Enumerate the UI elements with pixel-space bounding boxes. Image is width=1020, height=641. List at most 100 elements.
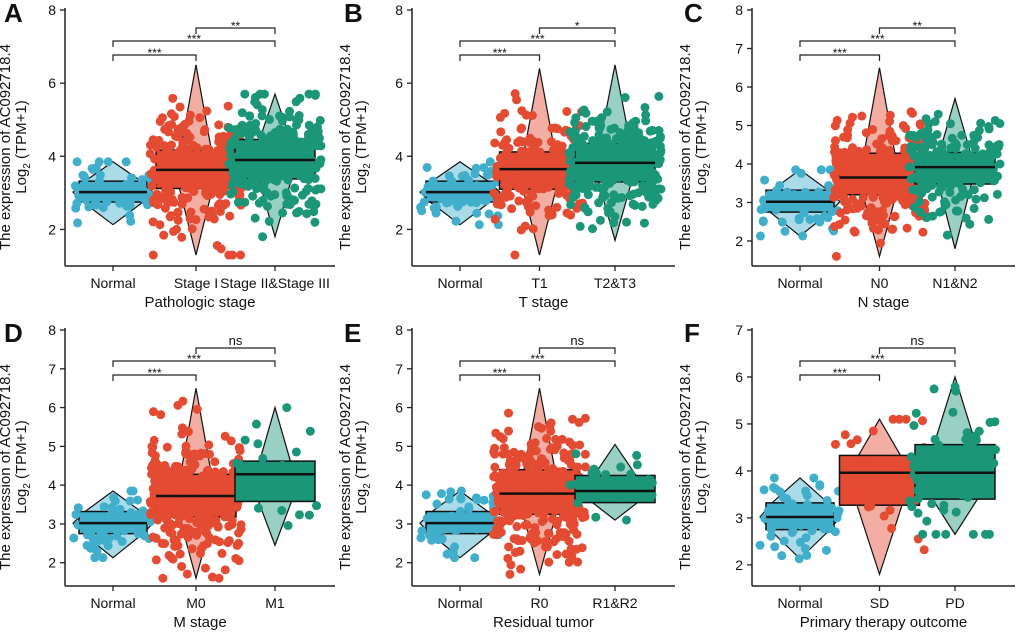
data-point bbox=[232, 458, 242, 468]
data-point bbox=[938, 473, 948, 483]
data-point bbox=[542, 434, 552, 444]
data-point bbox=[237, 144, 247, 154]
data-point bbox=[902, 475, 912, 485]
data-point bbox=[958, 184, 968, 194]
data-point bbox=[146, 507, 156, 517]
data-point bbox=[444, 494, 454, 504]
data-point bbox=[639, 218, 649, 228]
data-point bbox=[885, 110, 895, 120]
data-point bbox=[861, 475, 871, 485]
data-point bbox=[980, 153, 990, 163]
data-point bbox=[495, 153, 505, 163]
data-point bbox=[173, 215, 183, 225]
data-point bbox=[273, 164, 283, 174]
data-point bbox=[214, 537, 224, 547]
significance-bracket bbox=[799, 360, 956, 367]
data-point bbox=[951, 488, 961, 498]
data-point bbox=[212, 476, 222, 486]
data-point bbox=[98, 553, 108, 563]
data-point bbox=[971, 435, 981, 445]
data-point bbox=[205, 449, 215, 459]
data-point bbox=[964, 447, 974, 457]
data-point bbox=[288, 129, 298, 139]
data-point bbox=[202, 528, 212, 538]
significance-bracket bbox=[878, 27, 956, 34]
data-point bbox=[648, 199, 658, 209]
data-point bbox=[915, 197, 925, 207]
data-point bbox=[224, 250, 234, 260]
data-point bbox=[189, 450, 199, 460]
data-point bbox=[756, 205, 766, 215]
x-tick-label: PD bbox=[945, 595, 964, 611]
data-point bbox=[155, 220, 165, 230]
data-point bbox=[256, 485, 266, 495]
significance-label: *** bbox=[870, 32, 884, 46]
data-point bbox=[605, 207, 615, 217]
data-point bbox=[923, 474, 933, 484]
data-point bbox=[951, 507, 961, 517]
data-point bbox=[250, 213, 260, 223]
data-point bbox=[262, 201, 272, 211]
data-point bbox=[158, 573, 168, 583]
data-point bbox=[220, 565, 230, 575]
x-tick-label: N1&N2 bbox=[932, 275, 977, 291]
data-point bbox=[984, 474, 994, 484]
data-point bbox=[211, 518, 221, 528]
data-point bbox=[168, 156, 178, 166]
data-point bbox=[184, 490, 194, 500]
significance-bracket bbox=[878, 347, 956, 354]
data-point bbox=[187, 544, 197, 554]
y-tick-label: 5 bbox=[48, 438, 56, 454]
data-point bbox=[780, 226, 790, 236]
data-point bbox=[490, 462, 500, 472]
data-point bbox=[760, 175, 770, 185]
data-point bbox=[516, 564, 526, 574]
data-point bbox=[564, 514, 574, 524]
data-point bbox=[878, 193, 888, 203]
x-tick-label: Normal bbox=[437, 275, 482, 291]
data-point bbox=[641, 116, 651, 126]
data-point bbox=[580, 203, 590, 213]
significance-label: ns bbox=[570, 333, 584, 348]
data-point bbox=[809, 473, 819, 483]
data-point bbox=[916, 188, 926, 198]
data-point bbox=[214, 120, 224, 130]
significance-bracket bbox=[799, 40, 956, 47]
data-point bbox=[877, 142, 887, 152]
data-point bbox=[459, 517, 469, 527]
data-point bbox=[565, 127, 575, 137]
data-point bbox=[831, 251, 841, 261]
data-point bbox=[584, 182, 594, 192]
data-point bbox=[822, 496, 832, 506]
y-axis-title-line2: Log2 (TPM+1) bbox=[693, 100, 713, 194]
data-point bbox=[923, 125, 933, 135]
data-point bbox=[206, 502, 216, 512]
data-point bbox=[137, 175, 147, 185]
data-point bbox=[868, 125, 878, 135]
data-point bbox=[126, 508, 136, 518]
y-tick-label: 8 bbox=[48, 322, 56, 338]
data-point bbox=[183, 427, 193, 437]
data-point bbox=[911, 171, 921, 181]
data-point bbox=[484, 209, 494, 219]
data-point bbox=[545, 498, 555, 508]
data-point bbox=[580, 512, 590, 522]
data-point bbox=[431, 530, 441, 540]
data-point bbox=[913, 151, 923, 161]
data-point bbox=[275, 111, 285, 121]
plot-area: 2 3 4 5 6 7 Normal SD PD *** *** ns bbox=[735, 322, 1015, 611]
y-tick-label: 6 bbox=[395, 400, 403, 416]
data-point bbox=[295, 93, 305, 103]
data-point bbox=[175, 160, 185, 170]
data-point bbox=[779, 536, 789, 546]
data-point bbox=[100, 536, 110, 546]
data-point bbox=[557, 475, 567, 485]
data-point bbox=[265, 114, 275, 124]
data-point bbox=[950, 138, 960, 148]
data-point bbox=[785, 500, 795, 510]
data-point bbox=[854, 179, 864, 189]
data-point bbox=[571, 449, 581, 459]
panel-letter: A bbox=[4, 0, 23, 28]
data-point bbox=[941, 199, 951, 209]
data-point bbox=[277, 460, 287, 470]
